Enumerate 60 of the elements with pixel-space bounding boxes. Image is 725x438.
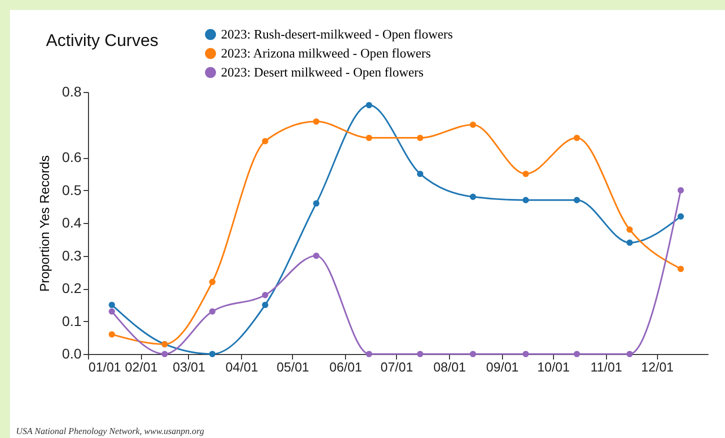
x-tick-label: 04/01: [226, 360, 258, 374]
y-tick-label: 0.2: [62, 280, 82, 296]
point: [209, 278, 216, 286]
y-axis-title: Proportion Yes Records: [37, 154, 52, 292]
x-tick-label: 01/01: [88, 360, 122, 374]
point: [416, 134, 424, 142]
x-tick-label: 06/01: [329, 360, 362, 374]
point: [366, 102, 372, 108]
point: [574, 196, 580, 204]
point: [161, 350, 168, 358]
point: [262, 138, 268, 144]
point: [470, 194, 476, 200]
point: [108, 308, 116, 315]
y-tick-label: 0.1: [62, 312, 82, 329]
point: [522, 350, 529, 358]
x-tick-label: 08/01: [433, 360, 466, 374]
x-tick-label: 02/01: [125, 360, 158, 374]
point: [574, 134, 580, 142]
x-tick-label: 10/01: [537, 360, 570, 374]
point: [108, 302, 116, 308]
y-tick-label: 0.8: [62, 84, 82, 100]
y-tick-label: 0.6: [62, 149, 82, 165]
point: [522, 170, 529, 178]
point: [522, 196, 529, 204]
point: [209, 308, 216, 315]
point: [678, 187, 684, 194]
x-tick-label: 05/01: [276, 360, 310, 374]
point: [416, 350, 424, 358]
point: [626, 350, 633, 358]
y-tick-label: 0.3: [62, 247, 82, 264]
x-tick-label: 12/01: [641, 360, 674, 374]
point: [209, 350, 216, 358]
point: [470, 350, 476, 358]
chart-title: Activity Curves: [46, 31, 158, 50]
point: [262, 302, 268, 308]
point: [108, 331, 116, 338]
point: [626, 239, 633, 246]
x-tick-label: 03/01: [172, 360, 206, 374]
x-tick-label: 11/01: [590, 360, 622, 374]
point: [313, 200, 320, 207]
y-tick-label: 0.5: [62, 182, 82, 198]
point: [313, 252, 320, 259]
point: [366, 134, 372, 142]
y-tick-label: 0.0: [62, 346, 82, 362]
point: [313, 118, 320, 125]
legend-label: 2023: Desert milkweed - Open flowers: [221, 64, 424, 80]
x-tick-label: 07/01: [380, 360, 414, 374]
point: [416, 170, 424, 178]
y-tick-label: 0.4: [62, 214, 82, 230]
point: [470, 122, 476, 128]
point: [574, 350, 580, 358]
legend-label: 2023: Rush-desert-milkweed - Open flowers: [221, 26, 453, 42]
point: [626, 226, 633, 233]
point: [678, 266, 684, 272]
point: [366, 350, 372, 358]
point: [262, 292, 268, 298]
legend-label: 2023: Arizona milkweed - Open flowers: [221, 46, 431, 60]
point: [678, 213, 684, 220]
text: USA National Phenology Network, www.usanpn.org: [16, 426, 204, 436]
x-tick-label: 09/01: [486, 360, 519, 374]
